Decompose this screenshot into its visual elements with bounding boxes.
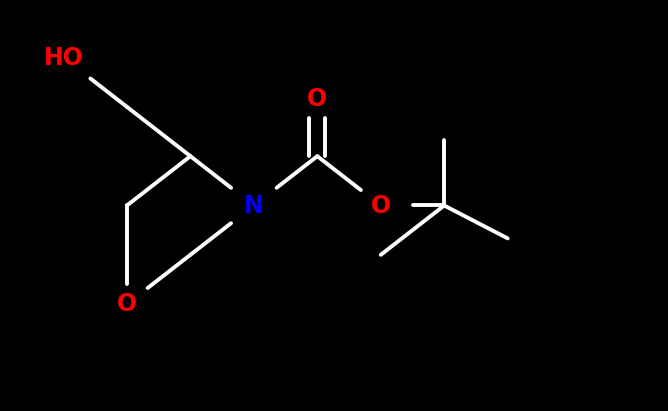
Text: O: O — [307, 87, 327, 111]
Text: HO: HO — [43, 46, 84, 69]
Text: O: O — [117, 292, 137, 316]
Text: N: N — [244, 194, 264, 217]
Text: O: O — [371, 194, 391, 217]
